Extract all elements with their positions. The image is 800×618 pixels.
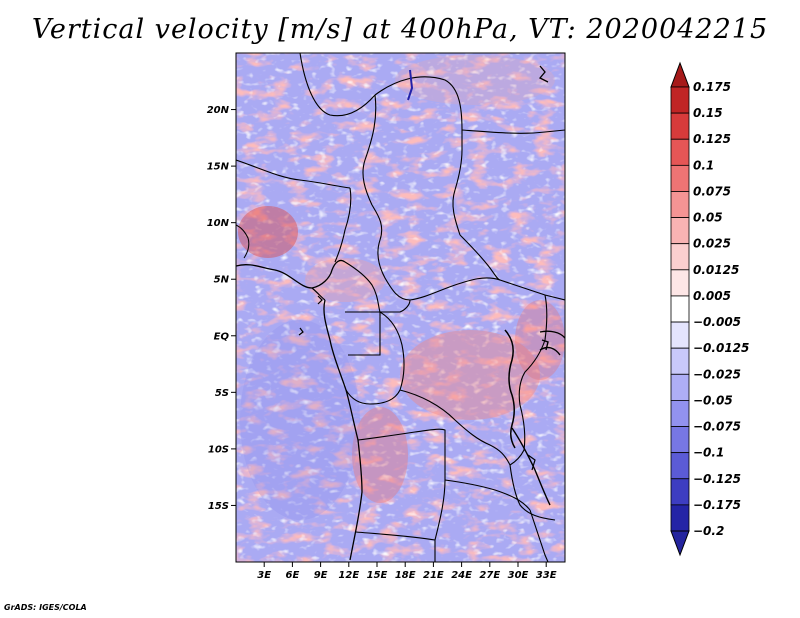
colorbar-segment xyxy=(670,426,690,454)
lon-tick-label: 21E xyxy=(423,570,444,581)
colorbar-segment xyxy=(670,347,690,375)
lon-tick-label: 3E xyxy=(257,570,271,581)
colorbar-label: −0.05 xyxy=(693,393,733,407)
lat-tick-label: 5N xyxy=(214,275,230,286)
lat-tick-label: 5S xyxy=(215,388,229,399)
lat-tick-label: 20N xyxy=(207,105,230,116)
longitude-axis: 3E 6E 9E 12E 15E 18E 21E 24E 27E 30E 33E xyxy=(257,562,557,581)
colorbar-label: 0.075 xyxy=(693,184,731,198)
colorbar-segment xyxy=(670,452,690,480)
colorbar-segment xyxy=(670,217,690,245)
lon-tick-label: 33E xyxy=(536,570,557,581)
plot-title: Vertical velocity [m/s] at 400hPa, VT: 2… xyxy=(31,14,769,45)
colorbar-bottom-arrow xyxy=(670,530,690,557)
colorbar-label: 0.05 xyxy=(693,211,723,225)
colorbar-top-arrow xyxy=(670,61,690,88)
colorbar-segment xyxy=(670,164,690,192)
lon-tick-label: 15E xyxy=(367,570,388,581)
colorbar-label: −0.025 xyxy=(693,367,741,381)
lat-tick-label: EQ xyxy=(214,331,230,342)
lon-tick-label: 27E xyxy=(479,570,500,581)
colorbar-segment xyxy=(670,138,690,166)
colorbar-label: 0.15 xyxy=(693,106,723,120)
colorbar-segment xyxy=(670,191,690,218)
colorbar-segment xyxy=(670,373,690,401)
lat-tick-label: 10N xyxy=(207,218,230,229)
colorbar-label: −0.125 xyxy=(693,472,741,486)
colorbar: 0.175 0.15 0.125 0.1 0.075 0.05 0.025 0.0125 0.0… xyxy=(670,61,749,557)
lat-tick-label: 15N xyxy=(207,162,230,173)
lon-tick-label: 18E xyxy=(395,570,416,581)
lat-tick-label: 15S xyxy=(208,501,229,512)
lon-tick-label: 24E xyxy=(451,570,472,581)
map-frame xyxy=(235,52,566,563)
colorbar-label: −0.0125 xyxy=(693,341,749,355)
grads-credit: GrADS: IGES/COLA xyxy=(4,603,87,612)
colorbar-label: 0.175 xyxy=(693,80,731,94)
colorbar-label: −0.2 xyxy=(693,524,724,538)
colorbar-segment xyxy=(670,400,690,427)
colorbar-segment xyxy=(670,86,690,114)
colorbar-label: −0.175 xyxy=(693,498,741,512)
colorbar-segment xyxy=(670,269,690,297)
colorbar-segment xyxy=(670,504,690,532)
colorbar-label: 0.025 xyxy=(693,237,731,251)
colorbar-segment xyxy=(670,478,690,506)
lon-tick-label: 6E xyxy=(286,570,300,581)
colorbar-label: −0.1 xyxy=(693,446,724,460)
colorbar-segment xyxy=(670,295,690,323)
velocity-field xyxy=(236,53,565,562)
colorbar-segment xyxy=(670,112,690,140)
colorbar-segment xyxy=(670,243,690,271)
lon-tick-label: 12E xyxy=(338,570,359,581)
colorbar-label: 0.125 xyxy=(693,132,731,146)
lon-tick-label: 30E xyxy=(508,570,529,581)
country-borders xyxy=(236,53,565,562)
lon-tick-label: 9E xyxy=(314,570,328,581)
colorbar-label: 0.1 xyxy=(693,158,714,172)
colorbar-label: 0.005 xyxy=(693,289,731,303)
colorbar-label: 0.0125 xyxy=(693,263,739,277)
colorbar-label: −0.075 xyxy=(693,420,741,434)
latitude-axis: 20N 15N 10N 5N EQ 5S 10S 15S xyxy=(207,105,236,512)
colorbar-label: −0.005 xyxy=(693,315,741,329)
lat-tick-label: 10S xyxy=(208,444,229,455)
colorbar-segment xyxy=(670,321,690,349)
